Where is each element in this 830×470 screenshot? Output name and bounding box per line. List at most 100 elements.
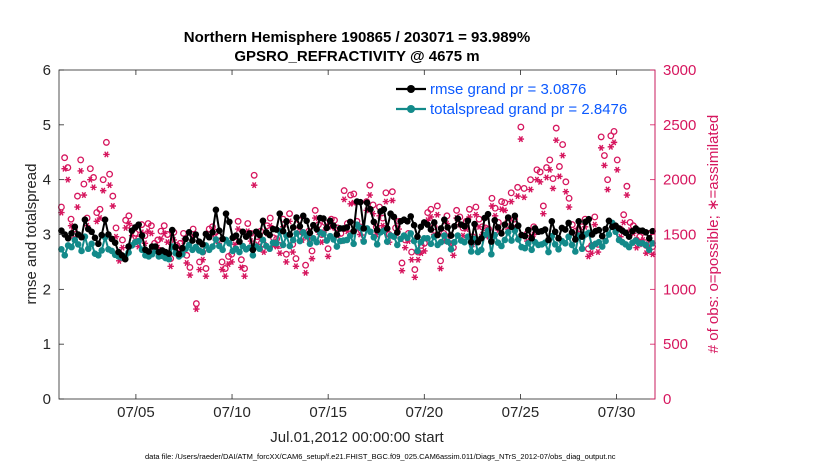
obs-possible-point	[466, 205, 473, 213]
totalspread-point	[572, 248, 579, 255]
obs-assimilated-point	[109, 202, 117, 210]
totalspread-point	[266, 245, 273, 253]
obs-assimilated-point	[302, 269, 309, 277]
obs-assimilated-point	[292, 263, 300, 270]
obs-possible-point	[77, 156, 85, 164]
rmse-point	[434, 231, 441, 239]
rmse-point	[451, 222, 458, 230]
totalspread-series	[58, 219, 656, 263]
obs-assimilated-point	[80, 191, 88, 199]
obs-possible-point	[80, 180, 88, 188]
obs-assimilated-point	[340, 196, 348, 203]
rmse-point	[236, 238, 243, 245]
rmse-point	[320, 215, 327, 222]
obs-assimilated-point	[427, 213, 435, 221]
rmse-point	[568, 229, 576, 236]
obs-assimilated-point	[520, 194, 528, 201]
y-tick-label-right: 1000	[663, 281, 696, 298]
totalspread-point	[568, 241, 576, 249]
rmse-point	[360, 225, 368, 232]
totalspread-point	[259, 236, 267, 244]
obs-possible-point	[591, 213, 599, 221]
totalspread-point	[256, 245, 263, 253]
rmse-point	[494, 224, 502, 231]
obs-assimilated-point	[202, 273, 210, 280]
totalspread-point	[78, 247, 85, 255]
x-tick-label: 07/25	[502, 404, 540, 421]
rmse-point	[175, 250, 183, 258]
obs-possible-point	[552, 124, 560, 132]
rmse-point	[266, 231, 273, 239]
obs-assimilated-point	[199, 256, 206, 263]
totalspread-point	[330, 236, 337, 243]
obs-possible-point	[102, 138, 110, 146]
y-tick-label-right: 500	[663, 336, 688, 353]
obs-assimilated-point	[549, 185, 557, 192]
rmse-point	[326, 217, 334, 225]
rmse-point	[488, 238, 495, 245]
totalspread-point	[296, 237, 304, 245]
totalspread-point	[441, 232, 448, 239]
totalspread-point	[84, 245, 92, 253]
rmse-point	[541, 226, 549, 233]
obs-assimilated-point	[87, 176, 94, 183]
obs-assimilated-point	[289, 248, 296, 256]
rmse-point	[209, 229, 216, 236]
rmse-point	[444, 224, 451, 231]
totalspread-point	[454, 232, 462, 239]
obs-assimilated-point	[488, 202, 496, 210]
obs-assimilated-point	[536, 178, 544, 185]
y-tick-label-right: 2500	[663, 117, 696, 134]
totalspread-point	[367, 228, 374, 236]
obs-assimilated-point	[250, 182, 258, 189]
rmse-point	[498, 230, 505, 237]
totalspread-point	[249, 252, 257, 259]
totalspread-point	[437, 238, 445, 246]
obs-assimilated-point	[119, 244, 126, 251]
obs-assimilated-point	[218, 266, 226, 273]
rmse-point	[296, 222, 304, 230]
obs-assimilated-point	[588, 250, 595, 257]
rmse-point	[101, 216, 109, 223]
obs-assimilated-point	[157, 235, 165, 243]
obs-possible-point	[366, 181, 374, 189]
rmse-point	[504, 214, 512, 221]
totalspread-point	[407, 230, 415, 237]
rmse-point	[299, 212, 307, 220]
obs-possible-point	[147, 222, 155, 230]
rmse-point	[649, 227, 656, 235]
rmse-point	[205, 233, 213, 241]
totalspread-point	[504, 229, 512, 236]
obs-assimilated-point	[414, 256, 422, 263]
obs-possible-point	[189, 225, 197, 233]
rmse-point	[259, 217, 267, 225]
obs-assimilated-point	[148, 230, 155, 237]
obs-possible-point	[613, 156, 621, 164]
obs-assimilated-point	[398, 267, 406, 274]
obs-possible-point	[527, 176, 534, 184]
obs-possible-point	[507, 189, 515, 197]
rmse-point	[467, 238, 475, 246]
rmse-point	[404, 218, 411, 225]
obs-possible-point	[620, 211, 628, 219]
totalspread-point	[165, 255, 173, 263]
obs-possible-point	[86, 165, 94, 173]
obs-possible-point	[218, 258, 226, 266]
totalspread-point	[313, 238, 320, 246]
rmse-point	[437, 225, 445, 232]
obs-possible-point	[549, 175, 557, 183]
obs-possible-point	[350, 190, 358, 198]
obs-possible-point	[308, 247, 316, 255]
totalspread-point	[219, 246, 226, 254]
obs-assimilated-point	[411, 274, 419, 281]
obs-assimilated-point	[167, 263, 174, 270]
totalspread-point	[333, 243, 341, 250]
obs-possible-point	[106, 170, 114, 178]
rmse-point	[501, 221, 509, 228]
rmse-point	[461, 222, 468, 230]
rmse-point	[373, 226, 381, 234]
rmse-point	[511, 212, 519, 220]
obs-assimilated-point	[193, 305, 200, 313]
obs-possible-point	[427, 205, 435, 213]
obs-possible-point	[562, 178, 570, 186]
